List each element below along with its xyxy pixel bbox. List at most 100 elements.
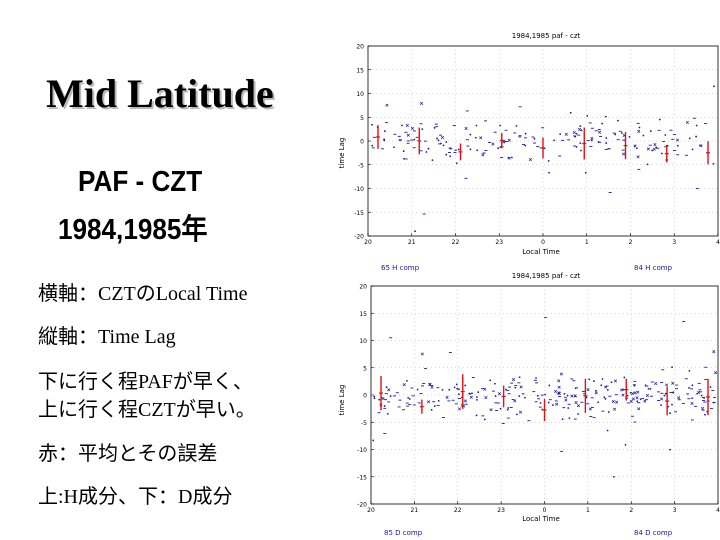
data-point: [635, 396, 639, 400]
data-point: [574, 400, 578, 405]
data-point: [585, 396, 588, 399]
data-point: [475, 398, 478, 401]
data-point: [649, 130, 652, 132]
data-point: [548, 384, 551, 387]
data-point: [421, 128, 424, 131]
data-point: [700, 406, 705, 410]
data-point: [555, 402, 559, 406]
data-point: [445, 395, 449, 399]
data-point: [373, 395, 376, 398]
data-point: [713, 85, 715, 88]
data-point: [427, 400, 431, 404]
data-point: [455, 162, 458, 165]
y-tick-label: -20: [354, 234, 364, 241]
data-point: [430, 385, 434, 389]
station-pair-label: PAF - CZT: [78, 166, 203, 198]
data-point: [580, 129, 583, 132]
data-point: [594, 391, 598, 395]
data-point: [579, 125, 582, 127]
data-point: [393, 146, 395, 149]
data-point: [665, 383, 669, 387]
y-axis-label: time Lag: [338, 385, 346, 416]
data-point: [497, 147, 499, 150]
data-point: [613, 379, 617, 383]
data-point: [511, 377, 516, 382]
data-point: [652, 147, 656, 151]
data-point: [433, 405, 436, 407]
data-point: [471, 392, 473, 395]
data-point: [430, 408, 433, 411]
data-point: [483, 418, 486, 421]
data-point: [559, 372, 563, 376]
y-axis-label: time Lag: [338, 138, 346, 169]
data-point: [383, 130, 386, 132]
scatter-points: [372, 316, 718, 478]
data-point: [605, 137, 608, 139]
note-mean-error: 赤：平均とその誤差: [38, 443, 218, 465]
data-point: [676, 144, 679, 147]
data-point: [479, 136, 483, 140]
x-tick-label: 1: [585, 239, 589, 246]
data-point: [561, 418, 564, 421]
data-point: [463, 399, 468, 403]
data-point: [577, 413, 579, 415]
data-point: [603, 396, 606, 399]
data-point: [407, 396, 410, 399]
data-point: [590, 139, 593, 142]
data-point: [588, 378, 591, 381]
data-point: [660, 404, 662, 407]
data-point: [626, 394, 629, 397]
data-point: [535, 377, 537, 379]
note-x-axis: 横軸：CZTのLocal Time: [38, 283, 248, 305]
data-point: [712, 162, 715, 165]
note-direction-1: 下に行く程PAFが早く、: [38, 371, 253, 393]
data-point: [580, 149, 582, 152]
data-point: [405, 379, 408, 382]
plot-title: 1984,1985 paf - czt: [512, 272, 581, 280]
data-point: [669, 412, 671, 415]
data-point: [613, 407, 617, 411]
y-tick-label: 0: [360, 139, 364, 146]
data-point: [612, 475, 615, 478]
data-point: [567, 407, 570, 409]
data-point: [663, 394, 666, 397]
data-point: [660, 152, 663, 155]
legend-entry-2: 84 H comp: [634, 264, 673, 272]
x-tick-label: 4: [716, 239, 720, 246]
data-point: [637, 129, 641, 133]
data-point: [566, 394, 569, 397]
data-point: [606, 389, 609, 391]
data-point: [564, 132, 568, 136]
x-tick-label: 22: [454, 507, 462, 514]
data-point: [557, 385, 561, 389]
data-point: [601, 122, 604, 125]
data-point: [547, 401, 550, 404]
data-point: [503, 141, 506, 144]
data-point: [383, 405, 386, 407]
data-point: [658, 118, 661, 121]
data-point: [649, 387, 652, 390]
data-point: [507, 138, 511, 142]
mean-error-bars: [376, 125, 710, 165]
data-point: [425, 151, 428, 153]
data-point: [590, 136, 594, 141]
data-point: [639, 398, 642, 401]
data-point: [601, 378, 604, 380]
data-point: [491, 142, 495, 146]
data-point: [605, 142, 608, 144]
data-point: [653, 143, 657, 147]
data-point: [559, 133, 562, 135]
data-point: [568, 417, 571, 419]
data-point: [563, 392, 566, 395]
data-point: [696, 392, 699, 395]
data-point: [588, 407, 592, 411]
y-tick-label: -10: [357, 447, 367, 454]
data-point: [655, 146, 658, 149]
data-point: [576, 404, 580, 408]
data-point: [572, 130, 576, 135]
y-tick-label: 5: [363, 365, 367, 372]
data-point: [536, 394, 539, 397]
d-component-scatter-plot: 1984,1985 paf - czt time Lag Local Time …: [338, 272, 720, 537]
data-point: [372, 439, 375, 442]
data-point: [620, 132, 623, 134]
